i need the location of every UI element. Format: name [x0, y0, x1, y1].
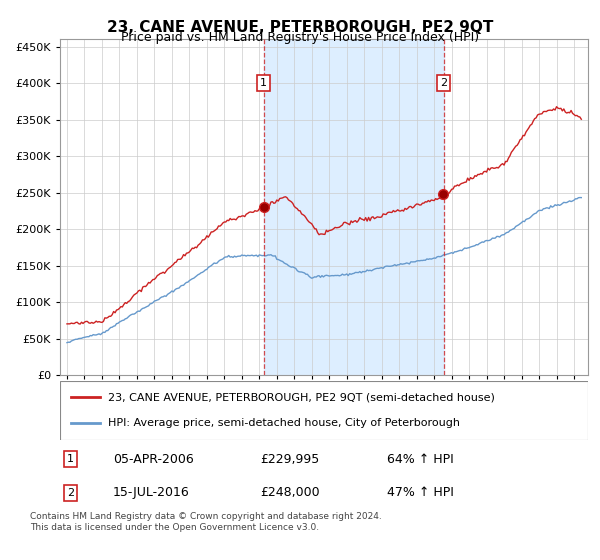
Text: 1: 1	[260, 78, 267, 88]
Text: 2: 2	[440, 78, 447, 88]
Text: Contains HM Land Registry data © Crown copyright and database right 2024.
This d: Contains HM Land Registry data © Crown c…	[30, 512, 382, 532]
Text: 05-APR-2006: 05-APR-2006	[113, 452, 194, 466]
Text: £229,995: £229,995	[260, 452, 320, 466]
Text: 1: 1	[67, 454, 74, 464]
Text: 23, CANE AVENUE, PETERBOROUGH, PE2 9QT: 23, CANE AVENUE, PETERBOROUGH, PE2 9QT	[107, 20, 493, 35]
Text: 23, CANE AVENUE, PETERBOROUGH, PE2 9QT (semi-detached house): 23, CANE AVENUE, PETERBOROUGH, PE2 9QT (…	[107, 392, 494, 402]
Text: 64% ↑ HPI: 64% ↑ HPI	[388, 452, 454, 466]
FancyBboxPatch shape	[60, 381, 588, 440]
Text: 15-JUL-2016: 15-JUL-2016	[113, 486, 190, 500]
Text: 47% ↑ HPI: 47% ↑ HPI	[388, 486, 454, 500]
Text: Price paid vs. HM Land Registry's House Price Index (HPI): Price paid vs. HM Land Registry's House …	[121, 31, 479, 44]
Text: HPI: Average price, semi-detached house, City of Peterborough: HPI: Average price, semi-detached house,…	[107, 418, 460, 428]
Text: 2: 2	[67, 488, 74, 498]
Text: £248,000: £248,000	[260, 486, 320, 500]
Bar	[263, 39, 443, 375]
